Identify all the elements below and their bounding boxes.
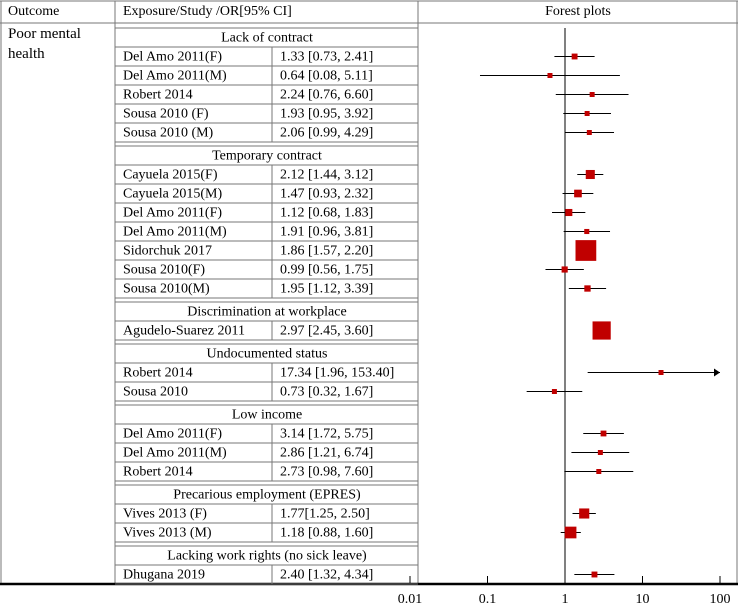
group-title: Undocumented status <box>207 347 328 362</box>
study-name: Del Amo 2011(F) <box>123 206 222 221</box>
ci-arrow <box>714 368 720 377</box>
or-label: 1.93 [0.95, 3.92] <box>280 107 373 122</box>
study-name: Robert 2014 <box>123 366 193 381</box>
estimate <box>600 430 607 437</box>
or-label: 2.40 [1.32, 4.34] <box>280 568 373 583</box>
estimate <box>596 469 602 474</box>
study-name: Dhugana 2019 <box>123 568 205 583</box>
x-tick-label: 1 <box>562 592 569 607</box>
group-title: Lacking work rights (no sick leave) <box>167 549 367 564</box>
study-name: Del Amo 2011(F) <box>123 50 222 65</box>
or-label: 0.73 [0.32, 1.67] <box>280 385 373 400</box>
study-name: Sousa 2010(M) <box>123 282 210 297</box>
estimate <box>561 266 568 273</box>
estimate <box>584 228 590 235</box>
or-label: 1.18 [0.88, 1.60] <box>280 526 373 541</box>
x-tick-label: 100 <box>710 592 731 607</box>
x-tick-label: 0.01 <box>398 592 423 607</box>
estimate <box>586 130 592 135</box>
estimate <box>571 53 578 60</box>
or-label: 1.77[1.25, 2.50] <box>280 507 370 522</box>
group-title: Temporary contract <box>212 149 322 164</box>
estimate <box>597 450 603 455</box>
header: Outcome <box>8 4 59 19</box>
group-title: Discrimination at workplace <box>187 305 346 320</box>
or-label: 2.06 [0.99, 4.29] <box>280 126 373 141</box>
group-title: Low income <box>232 408 302 423</box>
estimate <box>589 92 595 97</box>
estimate <box>565 208 573 217</box>
estimate <box>579 508 590 519</box>
or-label: 3.14 [1.72, 5.75] <box>280 427 373 442</box>
estimate <box>564 526 577 539</box>
study-name: Cayuela 2015(M) <box>123 187 222 202</box>
study-name: Del Amo 2011(M) <box>123 446 227 461</box>
study-name: Cayuela 2015(F) <box>123 168 218 183</box>
or-label: 2.86 [1.21, 6.74] <box>280 446 373 461</box>
study-name: Sidorchuk 2017 <box>123 244 212 259</box>
header: Exposure/Study /OR[95% CI] <box>123 4 292 19</box>
estimate <box>658 370 664 375</box>
group-title: Lack of contract <box>221 31 313 46</box>
or-label: 1.47 [0.93, 2.32] <box>280 187 373 202</box>
estimate <box>584 111 590 116</box>
x-tick-label: 0.1 <box>479 592 497 607</box>
x-tick-label: 10 <box>636 592 650 607</box>
or-label: 1.12 [0.68, 1.83] <box>280 206 373 221</box>
header: Forest plots <box>545 4 611 19</box>
estimate <box>585 169 595 180</box>
study-name: Agudelo-Suarez 2011 <box>123 324 245 339</box>
study-name: Sousa 2010 (M) <box>123 126 214 141</box>
study-name: Robert 2014 <box>123 88 193 103</box>
study-name: Del Amo 2011(M) <box>123 69 227 84</box>
or-label: 17.34 [1.96, 153.40] <box>280 366 394 381</box>
estimate <box>575 240 597 261</box>
study-name: Robert 2014 <box>123 465 193 480</box>
study-name: Del Amo 2011(M) <box>123 225 227 240</box>
or-label: 2.97 [2.45, 3.60] <box>280 324 373 339</box>
outcome: Poor mental health <box>8 26 81 62</box>
estimate <box>584 285 591 292</box>
or-label: 1.86 [1.57, 2.20] <box>280 244 373 259</box>
or-label: 0.99 [0.56, 1.75] <box>280 263 373 278</box>
group-title: Precarious employment (EPRES) <box>173 488 361 503</box>
study-name: Vives 2013 (M) <box>123 526 212 541</box>
or-label: 2.24 [0.76, 6.60] <box>280 88 373 103</box>
or-label: 1.95 [1.12, 3.39] <box>280 282 373 297</box>
or-label: 2.12 [1.44, 3.12] <box>280 168 373 183</box>
estimate <box>547 73 553 78</box>
study-name: Vives 2013 (F) <box>123 507 207 522</box>
study-name: Del Amo 2011(F) <box>123 427 222 442</box>
or-label: 2.73 [0.98, 7.60] <box>280 465 373 480</box>
estimate <box>592 321 611 340</box>
estimate <box>574 189 582 198</box>
estimate <box>551 389 557 394</box>
study-name: Sousa 2010 (F) <box>123 107 209 122</box>
study-name: Sousa 2010 <box>123 385 188 400</box>
study-name: Sousa 2010(F) <box>123 263 205 278</box>
estimate <box>591 571 598 578</box>
or-label: 1.91 [0.96, 3.81] <box>280 225 373 240</box>
or-label: 0.64 [0.08, 5.11] <box>280 69 373 84</box>
or-label: 1.33 [0.73, 2.41] <box>280 50 373 65</box>
